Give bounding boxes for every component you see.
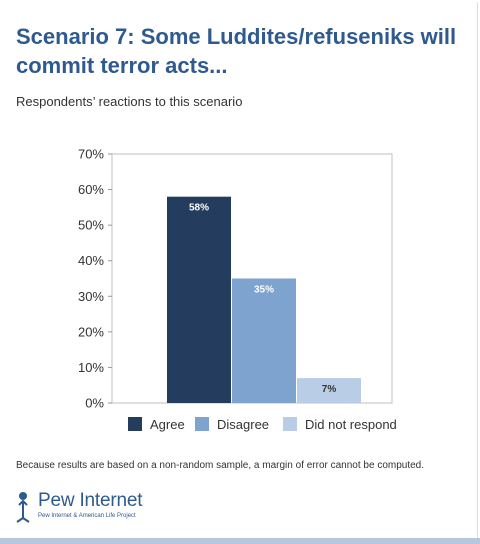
bar (297, 378, 361, 403)
data-label: 35% (254, 285, 274, 296)
y-tick-label: 10% (78, 360, 104, 375)
bottom-bar (0, 538, 480, 544)
y-tick-label: 40% (78, 253, 104, 268)
pew-logo-icon (16, 492, 30, 523)
footnote: Because results are based on a non-rando… (16, 460, 425, 471)
bar (167, 196, 231, 403)
chart-title: Scenario 7: Some Luddites/refuseniks wil… (16, 24, 457, 78)
pew-internet-logo: Pew Internet Pew Internet & American Lif… (14, 490, 214, 526)
y-tick-label: 50% (78, 218, 104, 233)
y-tick-label: 20% (78, 324, 104, 339)
legend-swatch (128, 417, 142, 431)
logo-tagline: Pew Internet & American Life Project (38, 513, 136, 519)
logo-name: Pew Internet (38, 490, 143, 511)
legend-label: Disagree (217, 417, 269, 432)
y-tick-label: 30% (78, 289, 104, 304)
chart-subtitle: Respondents’ reactions to this scenario (16, 94, 243, 109)
y-tick-label: 0% (85, 396, 104, 411)
legend-label: Did not respond (305, 417, 397, 432)
legend-swatch (195, 417, 209, 431)
legend-label: Agree (150, 417, 185, 432)
data-label: 7% (322, 384, 337, 395)
bar (232, 278, 296, 403)
legend-swatch (283, 417, 297, 431)
y-tick-label: 70% (78, 147, 104, 162)
data-label: 58% (189, 203, 209, 214)
y-tick-label: 60% (78, 182, 104, 197)
